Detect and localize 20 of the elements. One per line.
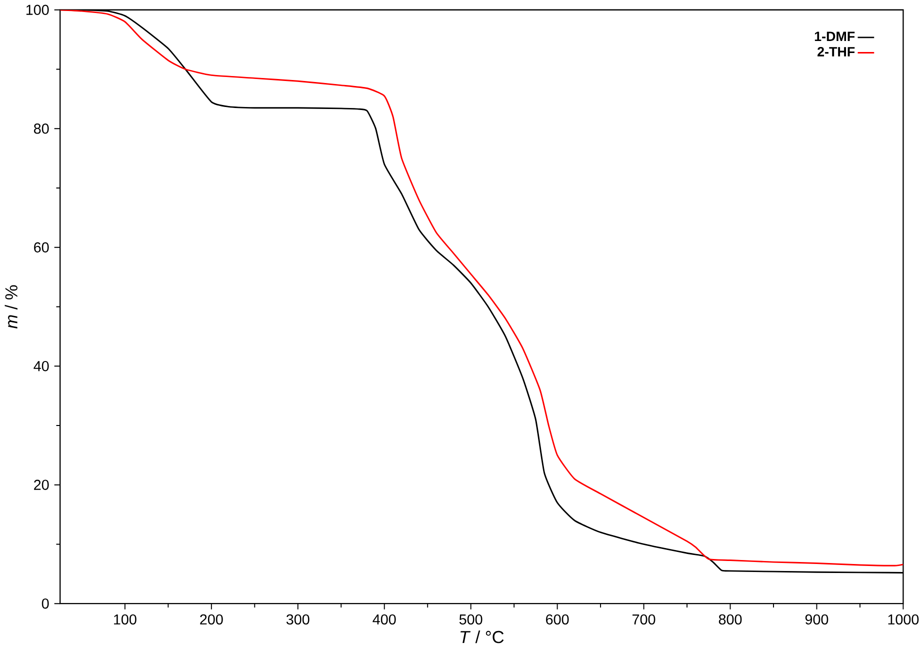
y-tick-label: 40 — [34, 361, 49, 372]
x-tick-label: 100 — [114, 614, 136, 625]
x-axis-title: T / °C — [460, 630, 504, 644]
x-tick-label: 500 — [459, 614, 482, 625]
x-tick-label: 400 — [372, 614, 396, 625]
x-tick-label: 900 — [805, 614, 828, 625]
y-tick-label: 60 — [34, 242, 49, 252]
legend-label: 1-DMF — [814, 32, 855, 41]
y-axis-title: m / % — [4, 285, 18, 329]
x-tick-label: 800 — [718, 614, 742, 625]
x-tick-label: 700 — [632, 614, 656, 625]
y-tick-label: 0 — [42, 598, 49, 609]
x-tick-label: 200 — [200, 614, 223, 625]
y-tick-label: 20 — [34, 480, 49, 490]
y-tick-label: 100 — [26, 4, 49, 15]
x-tick-label: 600 — [546, 614, 569, 625]
y-tick-label: 80 — [34, 124, 49, 134]
x-tick-label: 1000 — [888, 614, 919, 625]
x-tick-label: 300 — [286, 614, 310, 625]
legend-label: 2-THF — [818, 46, 855, 56]
